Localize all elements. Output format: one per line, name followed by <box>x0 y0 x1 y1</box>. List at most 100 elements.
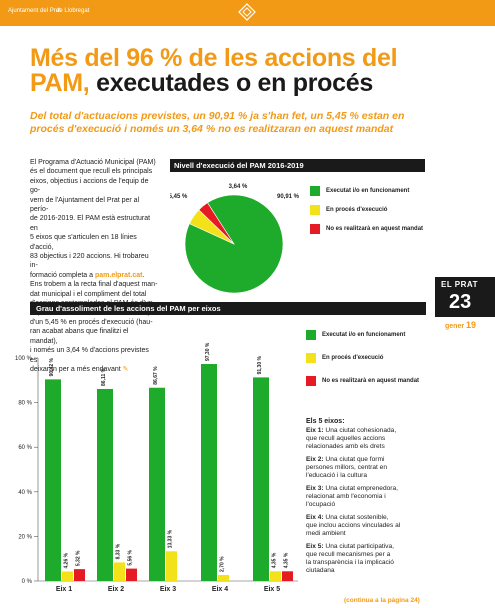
x-category-label: Eix 4 <box>212 586 228 593</box>
axis-text: que recull aquelles accions <box>306 435 386 442</box>
y-tick-label: 20 % <box>18 534 32 540</box>
page-month: gener <box>445 323 465 330</box>
pie-chart-title: Nivell d'execució del PAM 2016-2019 <box>170 159 425 172</box>
bar <box>201 364 217 581</box>
axis-text: relacionades amb els drets <box>306 443 385 450</box>
x-category-label: Eix 2 <box>108 586 124 593</box>
continues-note[interactable]: (continua a la pàgina 24) <box>344 597 420 604</box>
body-line: Ens trobem a la recta final d'aquest man… <box>30 281 158 289</box>
legend-label: Executat i/o en funcionament <box>322 332 406 338</box>
axis-text: Una ciutat emprenedora, <box>323 485 398 492</box>
bar-value-label: 5,56 % <box>128 549 134 565</box>
paragraph-2-end: deixaran per a més endavant ✎ <box>30 365 158 374</box>
body-line: vern de l'Ajuntament del Prat per al per… <box>30 196 140 214</box>
page-number-value: 19 <box>466 320 477 330</box>
axis-text: que inclou accions vinculades al <box>306 522 401 529</box>
axis-text: Una ciutat cohesionada, <box>323 427 397 434</box>
bar-value-label: 91,30 % <box>257 355 263 374</box>
bar <box>218 574 229 581</box>
pie-slice <box>198 202 235 245</box>
pie-value-label: 3,64 % <box>229 184 248 190</box>
bar-value-label: 8,33 % <box>116 543 122 559</box>
header-left-text: Ajuntament del Prat <box>8 8 61 14</box>
bar-value-label: 2,70 % <box>220 556 226 572</box>
bar <box>45 379 61 581</box>
axis-text: l'educació i la cultura <box>306 472 368 479</box>
para1-last-post: . <box>142 271 145 279</box>
axis-description: Eix 5: Una ciutat participativa, que recu… <box>306 543 436 575</box>
end-mark-icon: ✎ <box>122 365 129 373</box>
issue-number: 23 <box>449 291 472 313</box>
body-line: de 2016-2019. El PAM està estructurat en <box>30 215 151 232</box>
bar <box>62 571 73 581</box>
bar-value-label: 90,42 % <box>49 357 55 376</box>
para2-last: i només un 3,64 % d'accions previstes es <box>30 347 149 364</box>
para2-final: deixaran per a més endavant <box>30 365 121 373</box>
headline-pam: PAM, <box>30 69 90 97</box>
x-category-label: Eix 3 <box>160 586 176 593</box>
x-category-label: Eix 5 <box>264 586 280 593</box>
bar <box>253 377 269 581</box>
paragraph-2-tail: i només un 3,64 % d'accions previstes es <box>30 346 158 365</box>
bar-value-label: 13,33 % <box>168 529 174 548</box>
headline-line2: PAM, executades o en procés <box>30 71 470 96</box>
subhead-line: procés d'execució i només un 3,64 % no e… <box>30 123 394 135</box>
axis-description: Eix 1: Una ciutat cohesionada, que recull… <box>306 427 436 451</box>
y-tick-label: 100 % <box>15 356 33 362</box>
bar-value-label: 97,30 % <box>205 342 211 361</box>
bar <box>270 571 281 581</box>
legend-swatch <box>310 186 320 196</box>
axis-key: Eix 4: <box>306 514 324 521</box>
bar <box>97 388 113 581</box>
body-line: eixos, objectius i accions de l'equip de… <box>30 177 149 195</box>
axis-description: Eix 3: Una ciutat emprenedora, relacionat… <box>306 485 436 509</box>
legend-label: No es realitzarà en aquest mandat <box>322 378 420 384</box>
axes-heading: Els 5 eixos: <box>306 418 345 425</box>
header-mid-text: de Llobregat <box>56 8 90 14</box>
bar <box>126 568 137 581</box>
subheadline: Del total d'actuacions previstes, un 90,… <box>30 110 470 136</box>
bar-chart-title: Grau d'assoliment de les accions del PAM… <box>30 302 426 315</box>
y-tick-label: 0 % <box>22 579 33 585</box>
body-line: és el document que recull els principals <box>30 168 153 176</box>
body-line: El Programa d'Actuació Municipal (PAM) <box>30 159 156 166</box>
x-category-label: Eix 1 <box>56 586 72 593</box>
legend-swatch <box>306 330 316 340</box>
legend-swatch <box>306 353 316 363</box>
para1-last-text: formació completa a <box>30 271 95 279</box>
axis-text: l'ocupació <box>306 501 336 508</box>
pam-link[interactable]: pam.elprat.cat <box>94 271 143 279</box>
axis-text: persones millors, centrat en <box>306 464 387 471</box>
axis-description: Eix 4: Una ciutat sostenible, que inclou … <box>306 514 436 538</box>
y-tick-label: 40 % <box>18 490 32 496</box>
bar <box>166 551 177 581</box>
axis-text: ciutadana <box>306 567 335 574</box>
bar-value-label: 4,26 % <box>64 552 70 568</box>
body-line: d'un 5,45 % en procés d'execució (hau- <box>30 318 153 326</box>
body-line: dat municipal i el compliment del total <box>30 290 147 298</box>
legend-label: No es realitzarà en aquest mandat <box>326 226 424 232</box>
bar-value-label: 5,32 % <box>76 550 82 566</box>
body-line: ran acabat abans que finalitzi el mandat… <box>30 328 129 345</box>
headline-black: executades o en procés <box>89 69 373 97</box>
bar-value-label: 4,35 % <box>272 552 278 568</box>
y-tick-label: 80 % <box>18 401 32 407</box>
axis-text: Una ciutat sostenible, <box>323 514 389 521</box>
pie-chart: 90,91 % 5,45 % 3,64 % <box>170 184 300 294</box>
axes-description: Els 5 eixos: Eix 1: Una ciutat cohesiona… <box>306 418 436 580</box>
publication-name: EL PRAT <box>441 280 478 289</box>
page-number: gener 19 <box>445 320 476 330</box>
bar <box>74 569 85 581</box>
y-tick-label: 60 % <box>18 445 32 451</box>
publication-badge: EL PRAT 23 <box>435 277 495 317</box>
paragraph-1-last: formació completa a pam.elprat.cat. <box>30 271 158 280</box>
bar <box>114 562 125 581</box>
headline: Més del 96 % de les accions del PAM, exe… <box>30 46 470 96</box>
bar-value-label: 86,67 % <box>153 366 159 385</box>
top-bar: Ajuntament del Prat de Llobregat <box>0 0 495 26</box>
bar <box>149 387 165 581</box>
bar-value-label: 4,35 % <box>284 552 290 568</box>
subhead-line: Del total d'actuacions previstes, un 90,… <box>30 110 405 122</box>
bar <box>282 571 293 581</box>
city-emblem-icon <box>238 3 256 21</box>
